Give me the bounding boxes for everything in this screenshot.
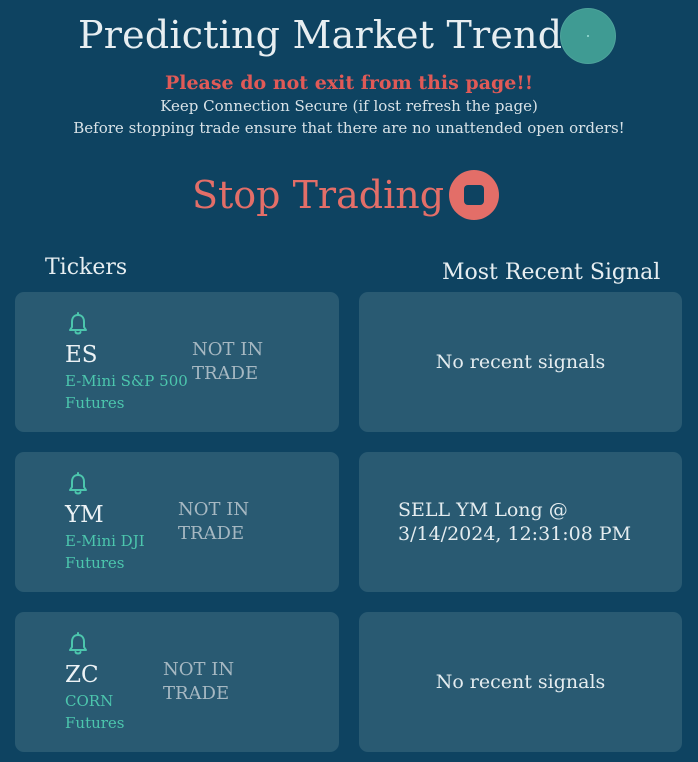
signal-line: SELL YM Long @ [398, 499, 568, 521]
trade-status: NOT IN TRADE [163, 658, 283, 706]
signal-line: 3/14/2024, 12:31:08 PM [398, 523, 632, 545]
signal-text: No recent signals [435, 671, 606, 693]
stop-trading-button[interactable] [449, 170, 499, 220]
ticker-description: E-Mini DJI Futures [65, 530, 195, 574]
bell-icon[interactable] [67, 312, 89, 336]
ticker-card-es[interactable]: ES E-Mini S&P 500 Futures NOT IN TRADE [15, 292, 339, 432]
status-pip [587, 35, 589, 37]
trade-status: NOT IN TRADE [178, 498, 298, 546]
trade-status-line: NOT IN [178, 499, 250, 520]
trade-status-line: TRADE [178, 523, 245, 544]
signal-text: SELL YM Long @ 3/14/2024, 12:31:08 PM [398, 498, 668, 546]
ticker-card-zc[interactable]: ZC CORN Futures NOT IN TRADE [15, 612, 339, 752]
ticker-symbol: ES [65, 342, 98, 368]
exit-warning: Please do not exit from this page!! [164, 72, 534, 94]
ticker-card-ym[interactable]: YM E-Mini DJI Futures NOT IN TRADE [15, 452, 339, 592]
bell-icon[interactable] [67, 632, 89, 656]
bell-icon[interactable] [67, 472, 89, 496]
header: Predicting Market Trends [0, 0, 698, 70]
ticker-description-line: CORN [65, 692, 114, 710]
trade-status-line: NOT IN [192, 339, 264, 360]
stop-trading-label[interactable]: Stop Trading [192, 173, 445, 217]
connection-note: Keep Connection Secure (if lost refresh … [160, 97, 538, 115]
trade-status-line: TRADE [192, 363, 259, 384]
signal-card-zc: No recent signals [359, 612, 682, 752]
ticker-description: E-Mini S&P 500 Futures [65, 370, 195, 414]
open-orders-note: Before stopping trade ensure that there … [73, 119, 625, 137]
trade-status: NOT IN TRADE [192, 338, 312, 386]
signal-card-es: No recent signals [359, 292, 682, 432]
trade-status-line: TRADE [163, 683, 230, 704]
signal-column-header: Most Recent Signal [442, 260, 661, 285]
ticker-description-line: Futures [65, 394, 125, 412]
ticker-symbol: ZC [65, 662, 99, 688]
tickers-column-header: Tickers [45, 255, 128, 280]
signal-card-ym: SELL YM Long @ 3/14/2024, 12:31:08 PM [359, 452, 682, 592]
ticker-description: CORN Futures [65, 690, 195, 734]
ticker-description-line: Futures [65, 714, 125, 732]
page-title: Predicting Market Trends [78, 13, 582, 57]
signal-text: No recent signals [435, 351, 606, 373]
ticker-description-line: E-Mini DJI [65, 532, 145, 550]
ticker-symbol: YM [65, 502, 104, 528]
stop-icon [464, 185, 484, 205]
ticker-description-line: E-Mini S&P 500 [65, 372, 188, 390]
ticker-description-line: Futures [65, 554, 125, 572]
trade-status-line: NOT IN [163, 659, 235, 680]
connection-status-indicator [560, 8, 616, 64]
